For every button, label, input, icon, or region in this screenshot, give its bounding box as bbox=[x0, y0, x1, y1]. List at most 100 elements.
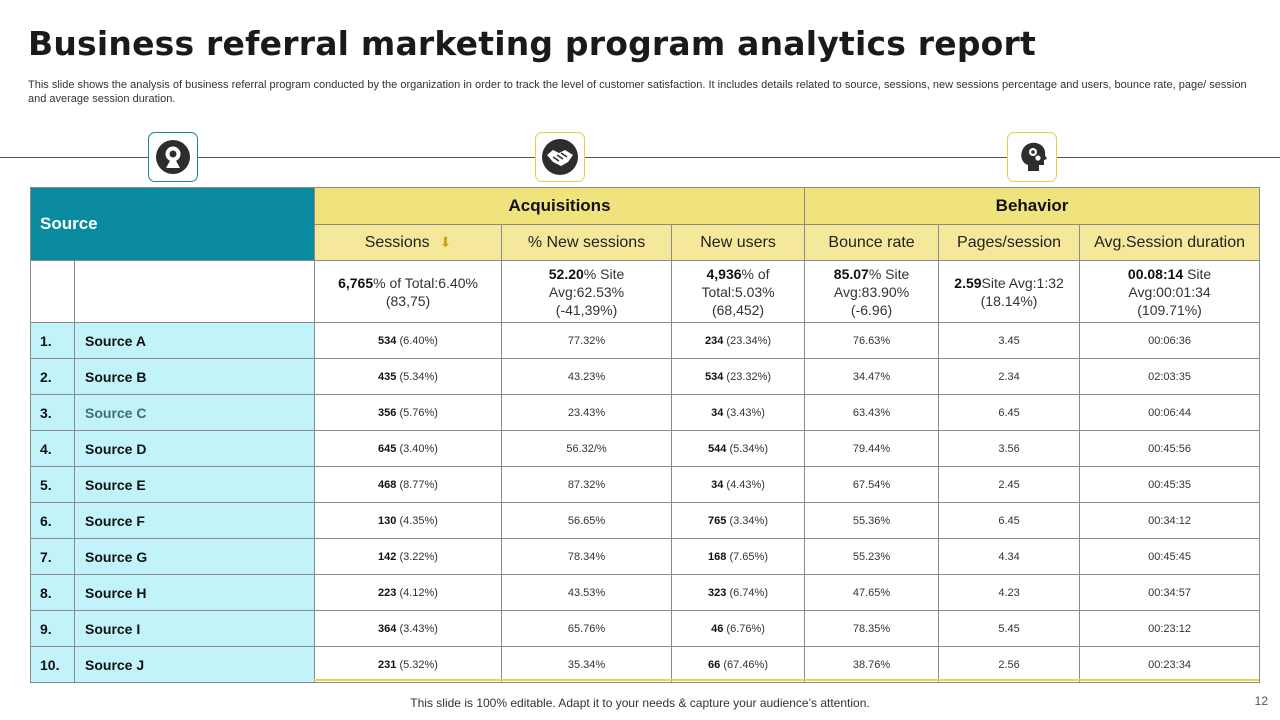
row-source-name: Source H bbox=[73, 574, 316, 611]
row-sessions: 356 (5.76%) bbox=[314, 394, 503, 431]
row-sessions: 645 (3.40%) bbox=[314, 430, 503, 467]
row-avg-duration: 00:34:12 bbox=[1079, 502, 1261, 539]
row-source-name: Source C bbox=[73, 394, 316, 431]
row-new-users: 234 (23.34%) bbox=[671, 322, 806, 359]
table-row: 10. Source J 231 (5.32%) 35.34% 66 (67.46%) 3… bbox=[30, 646, 1261, 683]
row-source-name: Source G bbox=[73, 538, 316, 575]
bounce-rate-header: Bounce rate bbox=[804, 224, 940, 261]
totals-new-sessions: 52.20% Site Avg:62.53% (-41,39%) bbox=[501, 260, 673, 323]
row-number: 9. bbox=[30, 610, 75, 647]
handshake-icon bbox=[542, 139, 578, 175]
row-number: 7. bbox=[30, 538, 75, 575]
arrow-down-icon: ⬇ bbox=[439, 233, 452, 250]
row-avg-duration: 00:06:36 bbox=[1079, 322, 1261, 359]
row-avg-duration: 02:03:35 bbox=[1079, 358, 1261, 395]
row-new-sessions: 56.65% bbox=[501, 502, 673, 539]
row-pages-session: 4.23 bbox=[938, 574, 1081, 611]
row-new-sessions: 77.32% bbox=[501, 322, 673, 359]
totals-row: 6,765% of Total:6.40% (83,75) 52.20% Site… bbox=[30, 260, 1261, 323]
row-new-users: 544 (5.34%) bbox=[671, 430, 806, 467]
page-number: 12 bbox=[1254, 694, 1268, 708]
row-sessions: 534 (6.40%) bbox=[314, 322, 503, 359]
totals-sessions: 6,765% of Total:6.40% (83,75) bbox=[314, 260, 503, 323]
acquisitions-header: Acquisitions bbox=[314, 187, 806, 225]
row-new-sessions: 35.34% bbox=[501, 646, 673, 683]
footer-note: This slide is 100% editable. Adapt it to… bbox=[410, 696, 870, 710]
row-avg-duration: 00:23:12 bbox=[1079, 610, 1261, 647]
row-new-users: 34 (4.43%) bbox=[671, 466, 806, 503]
row-avg-duration: 00:06:44 bbox=[1079, 394, 1261, 431]
totals-bounce-rate: 85.07% Site Avg:83.90% (-6.96) bbox=[804, 260, 940, 323]
row-avg-duration: 00:45:45 bbox=[1079, 538, 1261, 575]
row-new-users: 534 (23.32%) bbox=[671, 358, 806, 395]
row-pages-session: 6.45 bbox=[938, 394, 1081, 431]
row-new-users: 323 (6.74%) bbox=[671, 574, 806, 611]
row-new-users: 34 (3.43%) bbox=[671, 394, 806, 431]
table-row: 6. Source F 130 (4.35%) 56.65% 765 (3.34%) 55… bbox=[30, 502, 1261, 539]
new-users-header: New users bbox=[671, 224, 806, 261]
row-sessions: 435 (5.34%) bbox=[314, 358, 503, 395]
row-bounce-rate: 55.23% bbox=[804, 538, 940, 575]
table-row: 4. Source D 645 (3.40%) 56.32/% 544 (5.34%) 7… bbox=[30, 430, 1261, 467]
table-row: 1. Source A 534 (6.40%) 77.32% 234 (23.34%) 7… bbox=[30, 322, 1261, 359]
row-sessions: 130 (4.35%) bbox=[314, 502, 503, 539]
sessions-header: Sessions ⬇ bbox=[314, 224, 503, 261]
handshake-icon-box bbox=[535, 132, 585, 182]
row-sessions: 231 (5.32%) bbox=[314, 646, 503, 683]
table-row: 7. Source G 142 (3.22%) 78.34% 168 (7.65%) 55… bbox=[30, 538, 1261, 575]
row-new-sessions: 43.23% bbox=[501, 358, 673, 395]
row-bounce-rate: 47.65% bbox=[804, 574, 940, 611]
row-bounce-rate: 38.76% bbox=[804, 646, 940, 683]
row-new-sessions: 56.32/% bbox=[501, 430, 673, 467]
page-subtitle: This slide shows the analysis of busines… bbox=[28, 79, 1247, 105]
page-title: Business referral marketing program anal… bbox=[28, 24, 1036, 63]
row-number: 6. bbox=[30, 502, 75, 539]
row-new-users: 765 (3.34%) bbox=[671, 502, 806, 539]
divider-line bbox=[0, 157, 1280, 158]
pages-session-header: Pages/session bbox=[938, 224, 1081, 261]
avg-duration-header: Avg.Session duration bbox=[1079, 224, 1261, 261]
totals-empty-num bbox=[30, 260, 75, 323]
row-avg-duration: 00:45:35 bbox=[1079, 466, 1261, 503]
row-bounce-rate: 55.36% bbox=[804, 502, 940, 539]
row-new-sessions: 23.43% bbox=[501, 394, 673, 431]
analytics-table: Source Acquisitions Behavior Sessions ⬇ %… bbox=[29, 187, 1261, 683]
row-bounce-rate: 67.54% bbox=[804, 466, 940, 503]
row-pages-session: 4.34 bbox=[938, 538, 1081, 575]
table-row: 3. Source C 356 (5.76%) 23.43% 34 (3.43%) 63.… bbox=[30, 394, 1261, 431]
row-pages-session: 2.45 bbox=[938, 466, 1081, 503]
table-row: 2. Source B 435 (5.34%) 43.23% 534 (23.32%) 3… bbox=[30, 358, 1261, 395]
row-number: 3. bbox=[30, 394, 75, 431]
row-number: 5. bbox=[30, 466, 75, 503]
totals-avg-duration: 00.08:14 Site Avg:00:01:34 (109.71%) bbox=[1079, 260, 1261, 323]
row-pages-session: 6.45 bbox=[938, 502, 1081, 539]
row-sessions: 364 (3.43%) bbox=[314, 610, 503, 647]
head-gears-icon-box bbox=[1007, 132, 1057, 182]
row-sessions: 142 (3.22%) bbox=[314, 538, 503, 575]
head-gears-icon bbox=[1021, 142, 1047, 171]
row-number: 4. bbox=[30, 430, 75, 467]
row-bounce-rate: 79.44% bbox=[804, 430, 940, 467]
row-new-users: 66 (67.46%) bbox=[671, 646, 806, 683]
row-pages-session: 5.45 bbox=[938, 610, 1081, 647]
row-avg-duration: 00:34:57 bbox=[1079, 574, 1261, 611]
totals-new-users: 4,936% of Total:5.03% (68,452) bbox=[671, 260, 806, 323]
row-sessions: 468 (8.77%) bbox=[314, 466, 503, 503]
target-icon bbox=[156, 140, 190, 174]
row-number: 2. bbox=[30, 358, 75, 395]
row-avg-duration: 00:45:56 bbox=[1079, 430, 1261, 467]
row-bounce-rate: 76.63% bbox=[804, 322, 940, 359]
row-bounce-rate: 78.35% bbox=[804, 610, 940, 647]
table-row: 8. Source H 223 (4.12%) 43.53% 323 (6.74%) 47… bbox=[30, 574, 1261, 611]
table-bottom-accent bbox=[314, 679, 1259, 681]
row-bounce-rate: 63.43% bbox=[804, 394, 940, 431]
row-number: 10. bbox=[30, 646, 75, 683]
totals-pages-session: 2.59Site Avg:1:32 (18.14%) bbox=[938, 260, 1081, 323]
row-source-name: Source D bbox=[73, 430, 316, 467]
row-source-name: Source A bbox=[73, 322, 316, 359]
row-source-name: Source B bbox=[73, 358, 316, 395]
row-sessions: 223 (4.12%) bbox=[314, 574, 503, 611]
table-row: 5. Source E 468 (8.77%) 87.32% 34 (4.43%) 67.… bbox=[30, 466, 1261, 503]
row-new-sessions: 87.32% bbox=[501, 466, 673, 503]
row-new-sessions: 78.34% bbox=[501, 538, 673, 575]
